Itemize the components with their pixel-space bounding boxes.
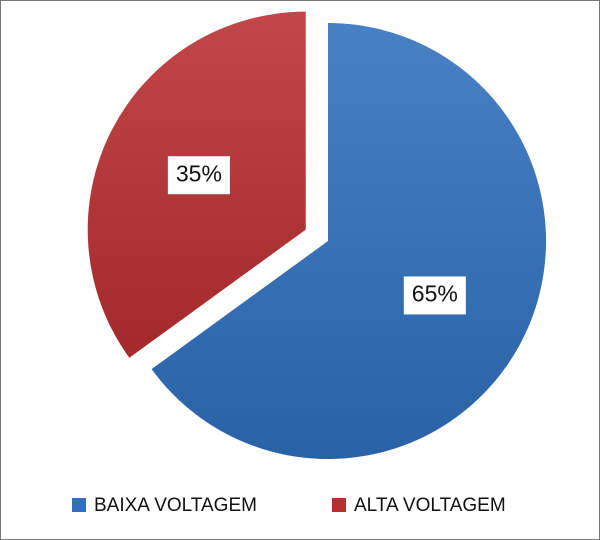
legend-swatch	[72, 498, 86, 512]
data-label: 35%	[176, 160, 222, 186]
label-box	[403, 276, 466, 315]
data-label: 65%	[412, 281, 458, 307]
slice-shade	[151, 23, 547, 460]
legend-label: ALTA VOLTAGEM	[354, 495, 506, 516]
label-box	[167, 156, 230, 195]
legend-label: BAIXA VOLTAGEM	[94, 495, 257, 516]
legend-swatch	[332, 498, 346, 512]
